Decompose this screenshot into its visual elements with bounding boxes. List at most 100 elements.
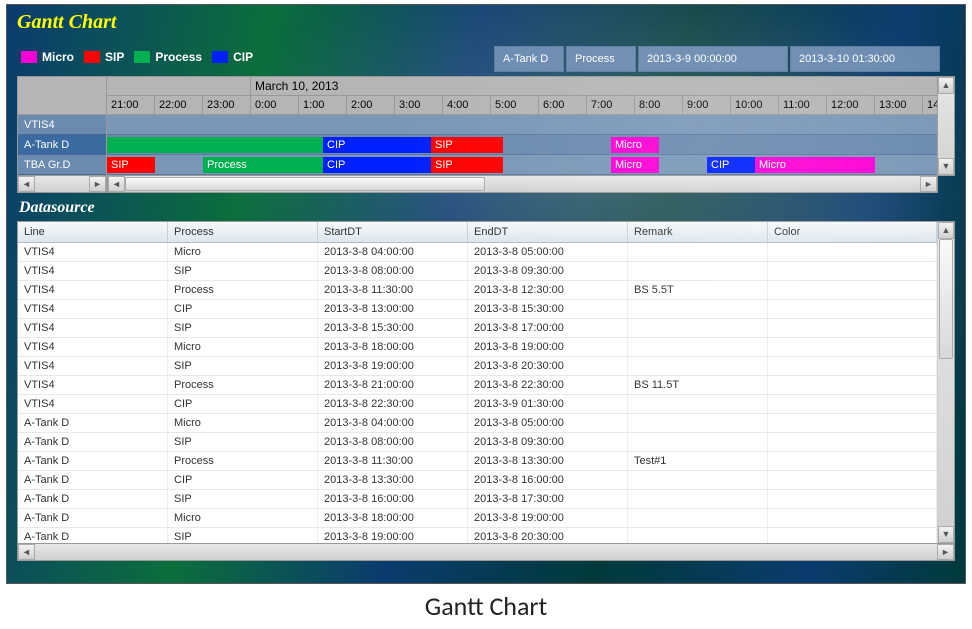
sel-line: A-Tank D: [494, 46, 564, 72]
table-cell: BS 11.5T: [628, 376, 768, 394]
gantt-vertical-scrollbar[interactable]: ▲ ▼: [938, 76, 955, 176]
table-row[interactable]: A-Tank DCIP2013-3-8 13:30:002013-3-8 16:…: [18, 471, 937, 490]
grid-vertical-scrollbar[interactable]: ▲ ▼: [937, 222, 954, 543]
grid-column-header[interactable]: Line: [18, 222, 168, 242]
hour-tick: 5:00: [491, 96, 539, 114]
grid-column-header[interactable]: Color: [768, 222, 937, 242]
table-row[interactable]: VTIS4Process2013-3-8 21:00:002013-3-8 22…: [18, 376, 937, 395]
table-row[interactable]: A-Tank DMicro2013-3-8 18:00:002013-3-8 1…: [18, 509, 937, 528]
table-cell: [768, 281, 937, 299]
scroll-left-button[interactable]: ◄: [108, 176, 125, 192]
table-row[interactable]: VTIS4CIP2013-3-8 22:30:002013-3-9 01:30:…: [18, 395, 937, 414]
table-cell: 2013-3-8 11:30:00: [318, 452, 468, 470]
table-cell: Micro: [168, 338, 318, 356]
legend-swatch: [134, 51, 150, 63]
scroll-down-button[interactable]: ▼: [938, 158, 954, 175]
scroll-right-button[interactable]: ►: [89, 176, 106, 192]
table-cell: 2013-3-8 04:00:00: [318, 414, 468, 432]
table-row[interactable]: A-Tank DSIP2013-3-8 19:00:002013-3-8 20:…: [18, 528, 937, 543]
gantt-bar-cip[interactable]: CIP: [323, 137, 431, 153]
datasource-title: Datasource: [7, 193, 965, 221]
gantt-bar-process[interactable]: [107, 137, 323, 153]
grid-column-header[interactable]: StartDT: [318, 222, 468, 242]
table-cell: [628, 414, 768, 432]
row-label-header-spacer: [18, 77, 106, 115]
scroll-left-button[interactable]: ◄: [18, 544, 35, 560]
gantt-bar-cip[interactable]: CIP: [707, 157, 755, 173]
gantt-row-label[interactable]: A-Tank D: [18, 135, 106, 155]
table-row[interactable]: VTIS4Micro2013-3-8 04:00:002013-3-8 05:0…: [18, 243, 937, 262]
table-cell: CIP: [168, 300, 318, 318]
gantt-bar-micro[interactable]: Micro: [611, 137, 659, 153]
scroll-thumb[interactable]: [939, 239, 953, 359]
table-cell: 2013-3-8 18:00:00: [318, 509, 468, 527]
gantt-bar-micro[interactable]: Micro: [611, 157, 659, 173]
table-cell: Process: [168, 376, 318, 394]
sel-end: 2013-3-10 01:30:00: [790, 46, 940, 72]
hour-tick: 13:00: [875, 96, 923, 114]
gantt-labels-hscroll[interactable]: ◄ ►: [17, 176, 107, 193]
table-cell: [628, 490, 768, 508]
gantt-bar-sip[interactable]: SIP: [431, 137, 503, 153]
table-cell: 2013-3-8 15:30:00: [468, 300, 628, 318]
grid-column-header[interactable]: Process: [168, 222, 318, 242]
table-row[interactable]: A-Tank DMicro2013-3-8 04:00:002013-3-8 0…: [18, 414, 937, 433]
table-cell: A-Tank D: [18, 433, 168, 451]
table-row[interactable]: VTIS4SIP2013-3-8 08:00:002013-3-8 09:30:…: [18, 262, 937, 281]
grid-horizontal-scrollbar[interactable]: ◄ ►: [17, 544, 955, 561]
scroll-up-button[interactable]: ▲: [938, 222, 954, 239]
legend-label: Micro: [42, 50, 74, 64]
table-cell: 2013-3-8 20:30:00: [468, 528, 628, 543]
scroll-down-button[interactable]: ▼: [938, 526, 954, 543]
table-cell: [628, 528, 768, 543]
scroll-left-button[interactable]: ◄: [18, 176, 35, 192]
gantt-bar-sip[interactable]: SIP: [107, 157, 155, 173]
table-row[interactable]: VTIS4Process2013-3-8 11:30:002013-3-8 12…: [18, 281, 937, 300]
table-cell: VTIS4: [18, 300, 168, 318]
gantt-chart: VTIS4A-Tank DTBA Gr.D March 10, 2013 21:…: [17, 76, 955, 176]
table-row[interactable]: A-Tank DSIP2013-3-8 16:00:002013-3-8 17:…: [18, 490, 937, 509]
datasource-grid: LineProcessStartDTEndDTRemarkColor VTIS4…: [17, 221, 955, 544]
table-cell: 2013-3-8 21:00:00: [318, 376, 468, 394]
scroll-thumb[interactable]: [125, 177, 485, 191]
table-row[interactable]: VTIS4CIP2013-3-8 13:00:002013-3-8 15:30:…: [18, 300, 937, 319]
table-row[interactable]: VTIS4Micro2013-3-8 18:00:002013-3-8 19:0…: [18, 338, 937, 357]
hour-tick: 11:00: [779, 96, 827, 114]
app-frame: Gantt Chart MicroSIPProcessCIP A-Tank D …: [6, 4, 966, 584]
hour-tick: 21:00: [107, 96, 155, 114]
table-cell: 2013-3-8 04:00:00: [318, 243, 468, 261]
table-cell: VTIS4: [18, 338, 168, 356]
hour-tick: 9:00: [683, 96, 731, 114]
gantt-timeline-hscroll[interactable]: ◄ ►: [107, 176, 938, 193]
gantt-row-label[interactable]: VTIS4: [18, 115, 106, 135]
gantt-bar-sip[interactable]: SIP: [431, 157, 503, 173]
selected-bar-info: A-Tank D Process 2013-3-9 00:00:00 2013-…: [494, 46, 940, 72]
table-row[interactable]: A-Tank DSIP2013-3-8 08:00:002013-3-8 09:…: [18, 433, 937, 452]
table-row[interactable]: A-Tank DProcess2013-3-8 11:30:002013-3-8…: [18, 452, 937, 471]
hour-tick: 2:00: [347, 96, 395, 114]
hour-tick: 12:00: [827, 96, 875, 114]
date-span-prev: [107, 77, 251, 95]
scroll-right-button[interactable]: ►: [937, 544, 954, 560]
scroll-right-button[interactable]: ►: [920, 176, 937, 192]
scroll-up-button[interactable]: ▲: [938, 77, 954, 94]
gantt-bar-process[interactable]: Process: [203, 157, 323, 173]
table-cell: 2013-3-8 12:30:00: [468, 281, 628, 299]
hour-tick: 3:00: [395, 96, 443, 114]
table-cell: [768, 357, 937, 375]
hour-tick: 23:00: [203, 96, 251, 114]
table-cell: SIP: [168, 319, 318, 337]
legend-item-cip: CIP: [212, 50, 253, 64]
hour-tick: 1:00: [299, 96, 347, 114]
table-row[interactable]: VTIS4SIP2013-3-8 19:00:002013-3-8 20:30:…: [18, 357, 937, 376]
table-cell: Process: [168, 281, 318, 299]
gantt-row-label[interactable]: TBA Gr.D: [18, 155, 106, 175]
table-cell: 2013-3-8 17:00:00: [468, 319, 628, 337]
grid-column-header[interactable]: EndDT: [468, 222, 628, 242]
gantt-timeline[interactable]: March 10, 2013 21:0022:0023:000:001:002:…: [107, 76, 938, 176]
gantt-bar-cip[interactable]: CIP: [323, 157, 431, 173]
gantt-bar-micro[interactable]: Micro: [755, 157, 875, 173]
grid-column-header[interactable]: Remark: [628, 222, 768, 242]
date-span-current: March 10, 2013: [251, 77, 938, 95]
table-row[interactable]: VTIS4SIP2013-3-8 15:30:002013-3-8 17:00:…: [18, 319, 937, 338]
